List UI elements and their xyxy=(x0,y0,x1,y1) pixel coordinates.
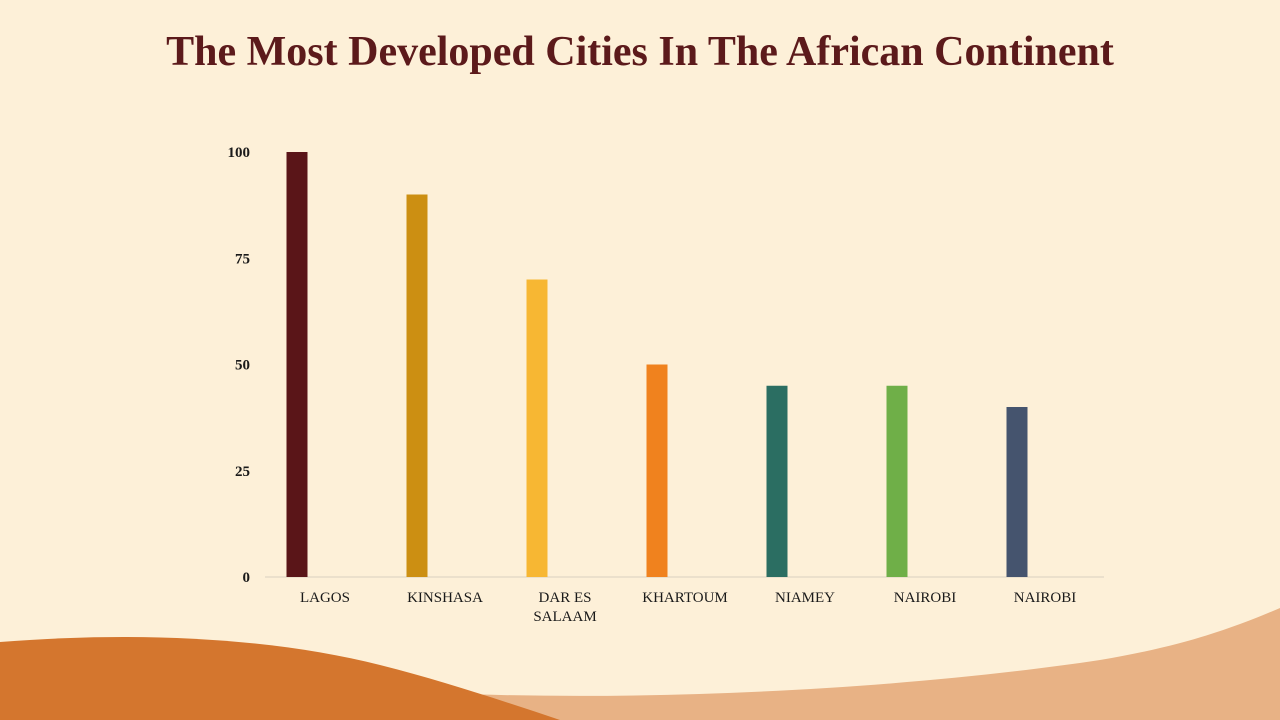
y-axis-ticks: 0 25 50 75 100 xyxy=(228,145,251,586)
x-category-label: LAGOS xyxy=(300,590,350,606)
bar-kinshasa xyxy=(406,194,428,577)
y-tick-label: 100 xyxy=(228,145,251,161)
y-tick-label: 50 xyxy=(235,358,250,374)
bar-khartoum xyxy=(646,364,668,577)
bar-nairobi xyxy=(1006,407,1028,577)
x-category-label: KINSHASA xyxy=(407,590,483,606)
x-category-label: NAIROBI xyxy=(894,590,957,606)
x-category-label: DAR ES xyxy=(539,590,592,606)
x-category-label: NIAMEY xyxy=(775,590,835,606)
wave-dark xyxy=(0,636,560,720)
y-tick-label: 25 xyxy=(235,464,250,480)
x-category-label: NAIROBI xyxy=(1014,590,1077,606)
y-tick-label: 75 xyxy=(235,251,250,267)
slide-title: The Most Developed Cities In The African… xyxy=(166,29,1114,75)
bar-niamey xyxy=(766,385,788,577)
bar-lagos xyxy=(286,152,308,577)
x-axis-labels: LAGOS KINSHASA DAR ES SALAAM KHARTOUM NIAMEY N… xyxy=(300,590,1076,625)
y-tick-label: 0 xyxy=(243,570,251,586)
x-category-label: KHARTOUM xyxy=(642,590,728,606)
bar-dar-es-salaam xyxy=(526,279,548,577)
bars-group xyxy=(286,152,1028,577)
bar-nairobi xyxy=(886,385,908,577)
wave-light xyxy=(380,608,1280,720)
x-category-label: SALAAM xyxy=(533,609,596,625)
